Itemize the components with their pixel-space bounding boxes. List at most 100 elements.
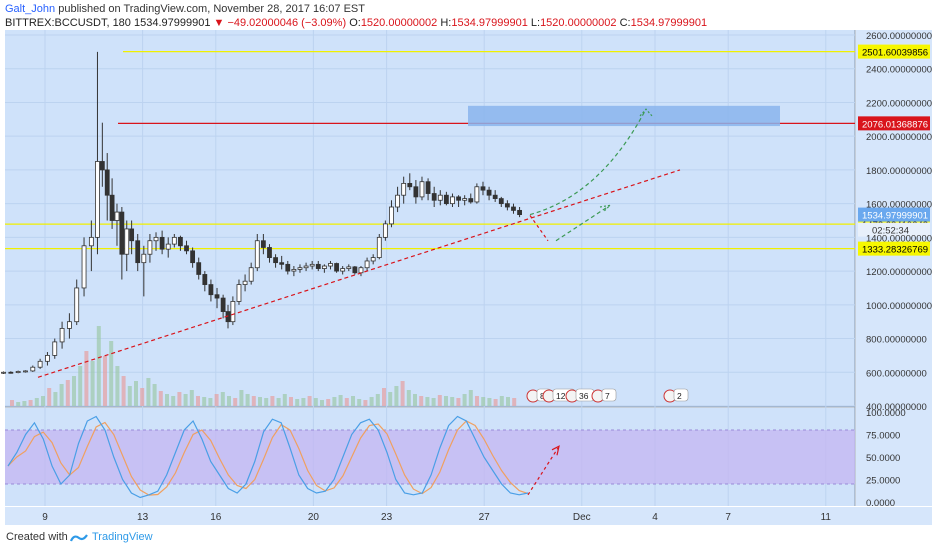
volume-bar [115,366,120,406]
volume-bar [84,351,89,406]
stoch-d-line [7,420,529,496]
volume-bar [78,366,83,406]
volume-bar [301,398,306,406]
event-badges[interactable]: 8 121 36 7 2 [526,388,689,403]
volume-bar [468,390,473,406]
volume-bar [450,397,455,406]
price-tick-label: 600.00000000 [866,368,927,379]
volume-bar [388,392,393,406]
volume-bar [34,398,39,406]
time-tick-label: 23 [381,512,393,523]
candle-body [214,294,220,299]
candle-body [178,236,183,247]
low-label: L: [530,17,541,29]
countdown-bg [858,222,930,237]
candle-body [242,280,248,285]
volume-bar [189,390,194,406]
volume-bar [134,381,138,406]
level-label: 1333.28326769 [862,245,928,256]
volume-bar [400,381,405,406]
candle-body [517,209,522,215]
volume-bar [165,394,169,406]
volume-bar [239,390,244,406]
time-tick-label: 4 [652,512,658,523]
candle-body [504,203,510,208]
volume-bar [313,398,318,406]
event-badge-count: 36 [579,391,589,401]
volume-bar [456,398,461,406]
horizontal-levels[interactable]: 2501.600398562076.013688761478.284193481… [5,44,930,256]
oscillator-tick-label: 25.0000 [866,476,900,487]
candle-body [321,265,327,269]
volume-bar [90,361,95,406]
volume-bar [233,398,238,406]
candle-body [129,228,135,242]
candle-body [486,189,492,196]
volume-bar [177,392,182,406]
volume-bar [158,391,163,406]
candle-body [370,257,376,262]
target-zone [468,105,780,127]
volume-bar [10,400,14,406]
volume-bar [295,399,300,406]
candle-body [109,194,115,221]
candle-body [45,355,50,362]
price-tick-label: 1000.00000000 [866,301,932,312]
level-label: 2076.01368876 [862,119,928,130]
symbol-info: BITTREX:BCCUSDT, 180 1534.97999901 ▼ −49… [5,17,707,29]
price-axis-bg [856,30,932,506]
price-chart[interactable]: 100.0000 75.0000 50.0000 25.0000 0.0000 2501… [0,30,932,525]
high-value: 1534.97999901 [451,17,528,29]
candle-body [135,240,141,264]
candlesticks [1,51,522,374]
candle-body [67,321,72,329]
candle-body [165,243,171,250]
open-label: O: [349,17,361,29]
candle-body [147,240,153,255]
candle-body [352,266,358,274]
volume-bar [258,397,262,406]
drawings[interactable] [37,105,780,378]
candle-body [498,198,504,205]
volume-bar [109,341,114,406]
time-axis[interactable]: 9 13 16 20 23 27 Dec 4 7 11 [42,512,831,523]
candle-body [297,267,303,270]
volume-bar [121,376,126,406]
candle-body [15,371,21,374]
author-name[interactable]: Galt_John [5,3,56,15]
volume-bar [127,386,132,406]
candle-body [279,262,285,265]
price-change: ▼ −49.02000046 (−3.09%) [213,17,347,29]
level-label: 2501.60039856 [862,48,928,59]
event-badge-bg [601,388,617,402]
close-label: C: [619,17,631,29]
candle-body [315,263,321,269]
candle-body [328,263,333,267]
candle-body [456,196,461,201]
candle-body [74,287,80,323]
volume-bar [419,396,424,406]
candle-body [8,371,14,374]
volume-bar [146,378,151,406]
volume-bar [437,395,442,406]
price-axis[interactable]: 2600.00000000 2400.00000000 2200.00000000 2… [866,31,932,413]
time-tick-label: 13 [137,512,149,523]
volume-bar [493,399,498,406]
price-tick-label: 2600.00000000 [866,31,932,42]
volume-bar [382,388,386,406]
candle-body [340,268,346,272]
time-tick-label: 7 [725,512,731,523]
candle-body [443,194,449,205]
volume-bar [481,397,486,406]
volume-bar [251,396,256,406]
volume-bar [487,398,492,406]
tradingview-brand[interactable]: TradingView [92,531,153,543]
candle-body [88,236,94,247]
candle-body [511,206,516,211]
time-axis-bg [5,507,932,525]
volume-bar [406,390,411,406]
candle-body [309,263,315,267]
oscillator-projection-arrow [551,445,560,456]
candle-body [376,236,382,258]
candle-body [119,211,125,255]
